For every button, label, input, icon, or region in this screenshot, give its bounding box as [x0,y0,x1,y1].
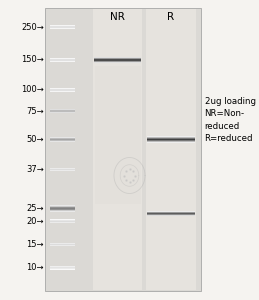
Bar [50,139,75,140]
Text: 250→: 250→ [21,22,44,32]
Bar [50,112,75,113]
Bar [50,141,75,142]
Bar [93,9,142,290]
Bar [50,208,75,209]
Text: 37→: 37→ [26,165,44,174]
Bar [50,110,75,111]
Text: 150→: 150→ [21,56,44,64]
Text: 75→: 75→ [26,106,44,116]
Bar [50,209,75,210]
Text: 15→: 15→ [26,240,44,249]
Bar [50,210,75,211]
Text: 100→: 100→ [21,85,44,94]
Bar [50,111,75,112]
Bar [50,109,75,110]
Text: NR: NR [110,12,125,22]
Text: 2ug loading
NR=Non-
reduced
R=reduced: 2ug loading NR=Non- reduced R=reduced [205,97,256,143]
Bar [50,138,75,139]
Text: 10→: 10→ [26,263,44,272]
Bar [95,66,141,204]
Bar [50,140,75,141]
Bar [50,205,75,206]
Bar [50,207,75,208]
Bar [50,206,75,207]
Text: 20→: 20→ [26,217,44,226]
Text: R: R [167,12,175,22]
Bar [50,137,75,138]
Text: 25→: 25→ [26,204,44,213]
Bar [45,8,201,291]
Bar [146,9,196,290]
Text: 50→: 50→ [26,135,44,144]
